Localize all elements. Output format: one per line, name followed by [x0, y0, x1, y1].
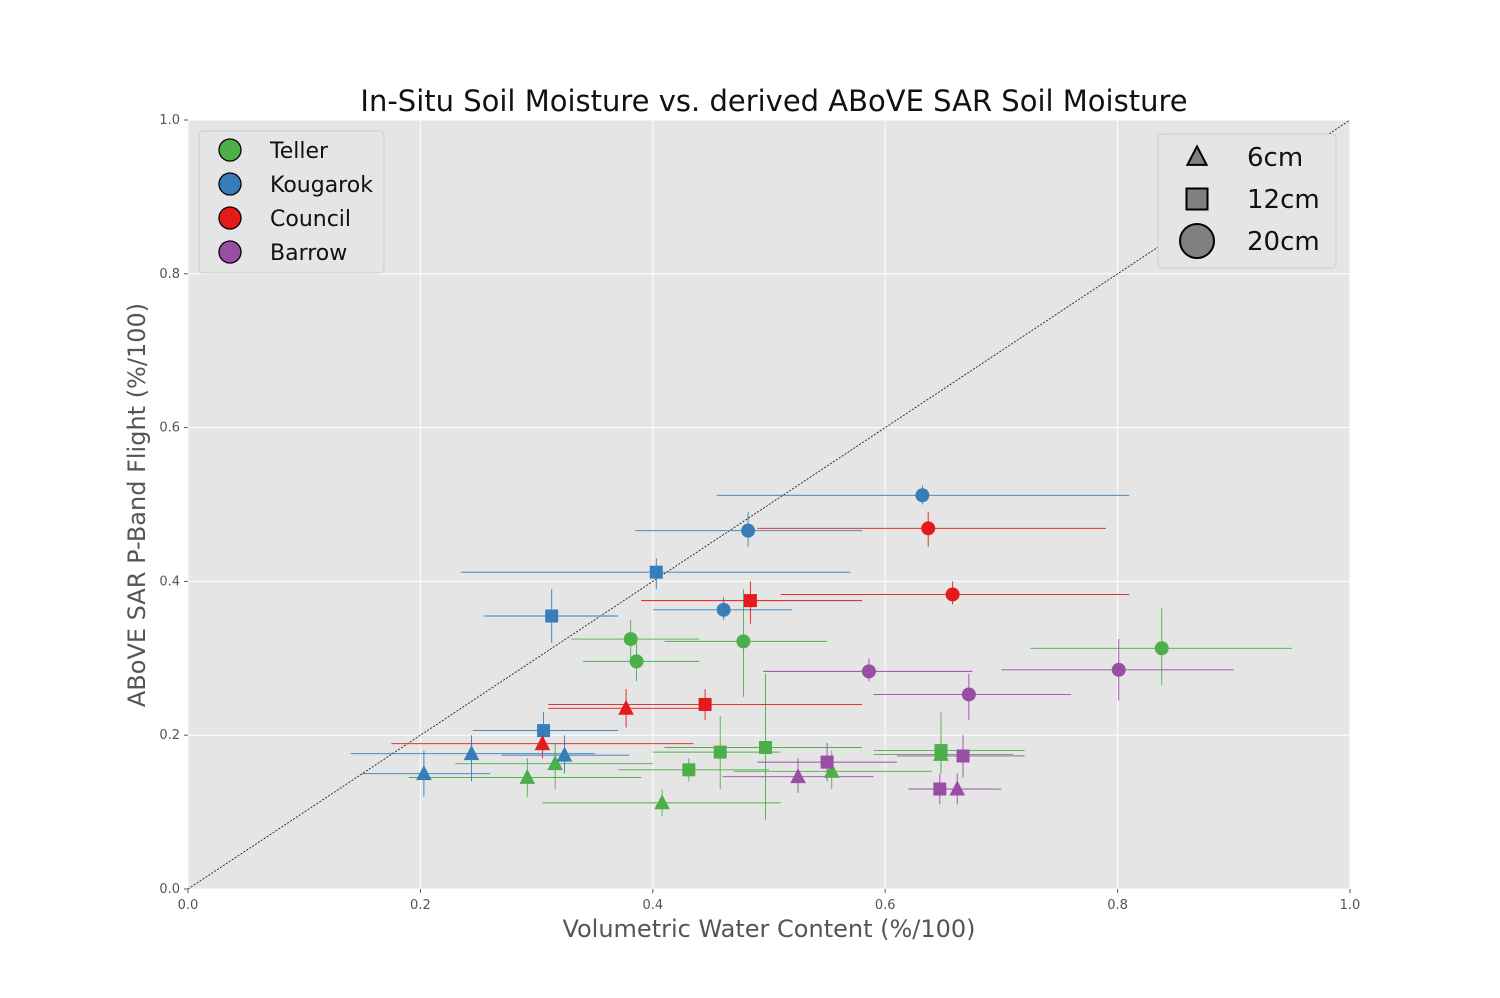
teller-12cm-point [713, 745, 727, 759]
y-tick-label: 0.8 [159, 267, 180, 282]
y-axis-ticks: 0.0 0.2 0.4 0.6 0.8 1.0 [159, 113, 188, 897]
x-axis-label: Volumetric Water Content (%/100) [562, 915, 975, 943]
council-20cm-point [945, 587, 960, 602]
kougarok-12cm-point [545, 609, 559, 623]
legend-kougarok-label: Kougarok [270, 173, 373, 198]
y-tick-label: 0.2 [159, 728, 180, 743]
teller-12cm-point [934, 744, 948, 758]
teller-20cm-point [736, 634, 751, 649]
x-tick-label: 0.2 [410, 898, 431, 913]
kougarok-12cm-point [649, 565, 663, 579]
legend-20cm-marker [1179, 223, 1215, 259]
grid-lines [187, 119, 1351, 890]
one-to-one-line [187, 119, 1351, 890]
legend-barrow-marker [218, 240, 242, 264]
kougarok-20cm-point [915, 488, 930, 503]
barrow-20cm-point [1111, 662, 1126, 677]
legend-council-label: Council [270, 207, 351, 232]
council-6cm-point [618, 699, 634, 715]
barrow-20cm-point [861, 664, 876, 679]
teller-12cm-point [682, 763, 696, 777]
council-12cm-point [743, 594, 757, 608]
y-tick-label: 0.0 [159, 882, 180, 897]
x-tick-label: 0.8 [1107, 898, 1128, 913]
legend-council-marker [218, 206, 242, 230]
barrow-12cm-point [820, 755, 834, 769]
x-tick-label: 0.6 [875, 898, 896, 913]
site-legend-box [198, 130, 385, 274]
site-legend: Teller Kougarok Council Barrow [198, 130, 385, 274]
kougarok-12cm-point [537, 724, 551, 738]
barrow-6cm-point [949, 780, 966, 796]
legend-teller-marker [218, 138, 242, 162]
legend-12cm-label: 12cm [1247, 185, 1320, 215]
teller-20cm-point [629, 654, 644, 669]
legend-20cm-label: 20cm [1247, 227, 1320, 257]
depth-legend: 6cm 12cm 20cm [1157, 133, 1337, 269]
barrow-12cm-point [956, 749, 970, 763]
barrow-20cm-point [961, 687, 976, 702]
x-tick-label: 1.0 [1340, 898, 1361, 913]
legend-teller-label: Teller [269, 139, 329, 164]
legend-6cm-marker [1185, 144, 1209, 166]
teller-6cm-point [547, 755, 563, 771]
y-tick-label: 1.0 [159, 113, 180, 128]
council-20cm-point [921, 521, 936, 536]
teller-6cm-point [654, 794, 670, 810]
chart-title: In-Situ Soil Moisture vs. derived ABoVE … [360, 84, 1187, 118]
data-points [416, 488, 1169, 810]
teller-20cm-point [623, 632, 638, 647]
teller-6cm-point [823, 762, 840, 778]
council-12cm-point [698, 697, 712, 711]
kougarok-20cm-point [741, 523, 756, 538]
y-tick-label: 0.4 [159, 574, 180, 589]
legend-barrow-label: Barrow [270, 241, 347, 266]
teller-12cm-point [759, 741, 773, 755]
barrow-6cm-point [790, 768, 806, 784]
y-tick-label: 0.6 [159, 421, 180, 436]
kougarok-20cm-point [716, 602, 731, 617]
x-tick-label: 0.0 [178, 898, 199, 913]
legend-6cm-label: 6cm [1247, 143, 1303, 173]
teller-6cm-point [519, 768, 536, 784]
council-6cm-point [534, 735, 551, 751]
x-axis-ticks: 0.0 0.2 0.4 0.6 0.8 1.0 [178, 889, 1361, 913]
barrow-12cm-point [933, 782, 947, 796]
kougarok-6cm-point [556, 746, 573, 762]
teller-20cm-point [1154, 641, 1169, 656]
x-tick-label: 0.4 [642, 898, 663, 913]
kougarok-6cm-point [416, 765, 432, 781]
kougarok-6cm-point [463, 745, 480, 761]
legend-kougarok-marker [218, 172, 242, 196]
legend-12cm-marker [1185, 187, 1209, 211]
y-axis-label: ABoVE SAR P-Band Flight (%/100) [123, 303, 151, 707]
